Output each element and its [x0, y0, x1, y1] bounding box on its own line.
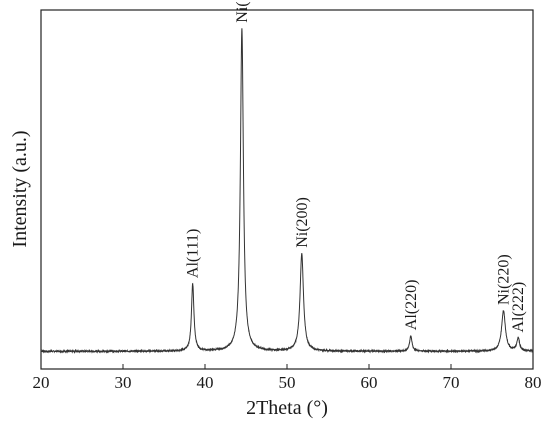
- x-tick-label: 70: [443, 373, 460, 392]
- xrd-pattern-line: [40, 28, 534, 354]
- peak-label: Al(220): [403, 280, 420, 331]
- x-tick-label: 80: [525, 373, 542, 392]
- peak-label: Al(222): [510, 282, 527, 333]
- peak-label: Al(111): [185, 229, 202, 278]
- x-tick-label: 40: [197, 373, 214, 392]
- peak-label: Ni(200): [294, 197, 311, 248]
- plot-area-frame: [40, 9, 534, 370]
- x-tick-label: 50: [279, 373, 296, 392]
- x-tick-label: 20: [33, 373, 50, 392]
- x-axis-ticks: 20 30 40 50 60 70 80: [33, 364, 542, 392]
- peak-label: Ni(111): [234, 0, 251, 23]
- x-tick-label: 60: [361, 373, 378, 392]
- x-tick-label: 30: [115, 373, 132, 392]
- x-axis-title: 2Theta (°): [246, 397, 328, 419]
- peak-labels: Al(111) Ni(111) Ni(200) Al(220) Ni(220)Al(22…: [185, 0, 528, 333]
- y-axis-title: Intensity (a.u.): [9, 130, 31, 247]
- peak-label: Ni(220): [496, 254, 513, 305]
